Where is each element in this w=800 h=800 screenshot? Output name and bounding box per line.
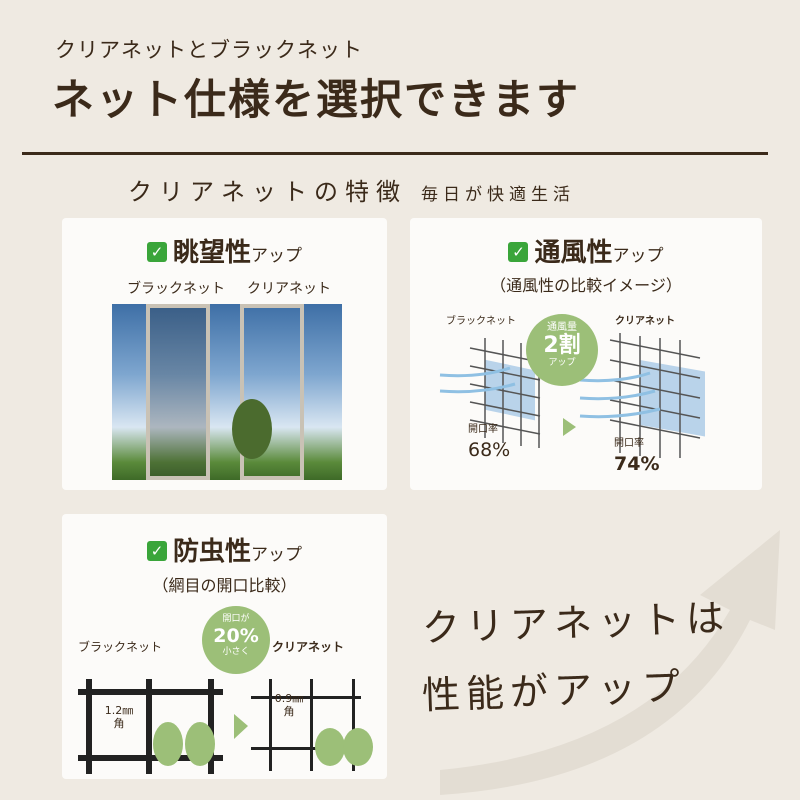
subtitle: クリアネットとブラックネット: [55, 38, 363, 62]
card-view-title: ✓ 眺望性アップ: [62, 232, 387, 269]
title-text: 通風性: [534, 238, 613, 268]
slogan-line-2: 性能がアップ: [421, 664, 687, 718]
label-clear: クリアネット: [272, 640, 345, 654]
page-title: ネット仕様を選択できます: [52, 75, 581, 124]
bubble-bottom: アップ: [548, 358, 576, 368]
title-suffix: アップ: [612, 246, 664, 266]
bubble-main: 2割: [543, 333, 581, 358]
rate-label-clear: 開口率: [614, 438, 644, 449]
label-black: ブラックネット: [446, 316, 516, 327]
bubble-top: 開口が: [222, 614, 250, 624]
size-unit: 角: [283, 705, 295, 718]
checkbox-icon: ✓: [146, 541, 167, 561]
section-tagline: 毎日が快適生活: [421, 185, 575, 205]
label-black: ブラックネット: [78, 640, 163, 654]
airflow-bubble: 通風量 2割 アップ: [526, 314, 598, 386]
rate-black: 68%: [468, 439, 511, 461]
title-text: 眺望性: [172, 238, 251, 268]
arrow-right-icon: [563, 418, 576, 436]
black-net-frame: [146, 304, 210, 480]
size-value: 1.2㎜: [104, 704, 134, 717]
card-air-title: ✓ 通風性アップ: [410, 232, 762, 269]
card-air-caption: （通風性の比較イメージ）: [490, 276, 682, 295]
bubble-top: 通風量: [547, 322, 577, 333]
airflow-diagram: [439, 333, 705, 458]
bubble-main: 20%: [213, 625, 259, 647]
label-clear: クリアネット: [615, 316, 675, 327]
card-air: ✓ 通風性アップ （通風性の比較イメージ） ブラックネット クリアネット 通風量 …: [410, 218, 762, 490]
card-insect-title: ✓ 防虫性アップ: [62, 536, 387, 571]
bubble-bottom: 小さく: [222, 647, 250, 657]
card-view: ✓ 眺望性アップ ブラックネット クリアネット: [62, 218, 387, 490]
label-clear: クリアネット: [247, 281, 331, 297]
rate-clear: 74%: [614, 453, 660, 475]
title-suffix: アップ: [251, 246, 302, 266]
section-title: クリアネットの特徴 毎日が快適生活: [128, 172, 575, 207]
arrow-background-icon: [440, 530, 780, 795]
mesh-bubble: 開口が 20% 小さく: [202, 606, 270, 674]
title-text: 防虫性: [172, 537, 251, 567]
title-suffix: アップ: [251, 545, 302, 565]
checkbox-icon: ✓: [146, 242, 167, 262]
section-title-text: クリアネットの特徴: [128, 178, 407, 206]
view-photo: [112, 304, 342, 480]
card-insect-caption: （網目の開口比較）: [152, 576, 297, 595]
size-unit: 角: [113, 717, 125, 730]
label-black: ブラックネット: [127, 281, 225, 297]
clear-net-frame: [240, 304, 304, 480]
checkbox-icon: ✓: [508, 242, 529, 262]
divider: [22, 152, 768, 155]
tree: [232, 399, 272, 459]
arrow-right-icon: [234, 714, 248, 739]
size-value: 0.9㎜: [274, 692, 304, 705]
mesh-diagram: [78, 679, 373, 774]
rate-label-black: 開口率: [468, 424, 498, 435]
